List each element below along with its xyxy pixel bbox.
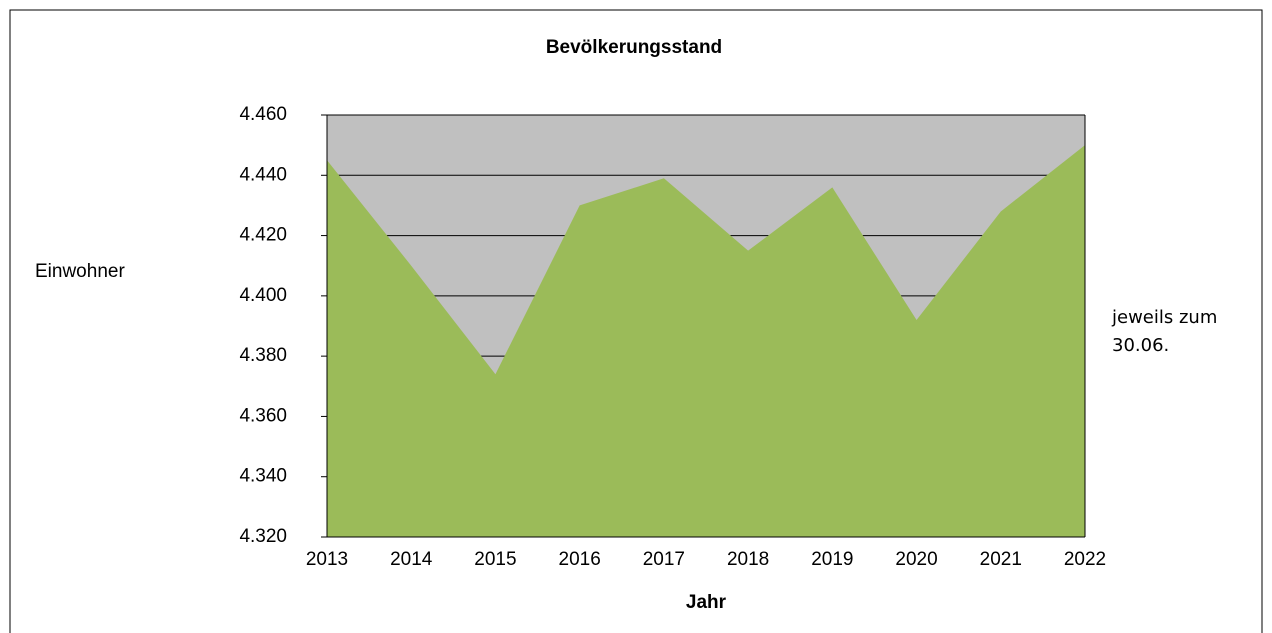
x-tick-label: 2019 — [811, 549, 853, 570]
x-tick-label: 2020 — [895, 549, 937, 570]
y-axis-label: Einwohner — [35, 261, 125, 282]
x-tick-label: 2015 — [474, 549, 516, 570]
x-tick-label: 2016 — [559, 549, 601, 570]
x-tick-label: 2017 — [643, 549, 685, 570]
y-tick-label: 4.320 — [239, 526, 287, 547]
x-tick-label: 2022 — [1064, 549, 1106, 570]
x-tick-label: 2014 — [390, 549, 433, 570]
x-tick-label: 2018 — [727, 549, 769, 570]
y-tick-label: 4.400 — [239, 285, 287, 306]
y-tick-label: 4.340 — [239, 466, 287, 487]
y-tick-label: 4.420 — [239, 225, 287, 246]
y-tick-label: 4.360 — [239, 405, 287, 426]
annotation: jeweils zum — [1111, 307, 1217, 328]
chart-title: Bevölkerungsstand — [546, 37, 722, 58]
area — [327, 145, 1085, 537]
x-tick-label: 2013 — [306, 549, 348, 570]
y-tick-label: 4.440 — [239, 164, 287, 185]
y-tick-label: 4.380 — [239, 345, 287, 366]
x-axis-label: Jahr — [686, 592, 727, 613]
x-tick-label: 2021 — [980, 549, 1022, 570]
annotation: 30.06. — [1112, 335, 1169, 356]
y-tick-label: 4.460 — [239, 104, 287, 125]
